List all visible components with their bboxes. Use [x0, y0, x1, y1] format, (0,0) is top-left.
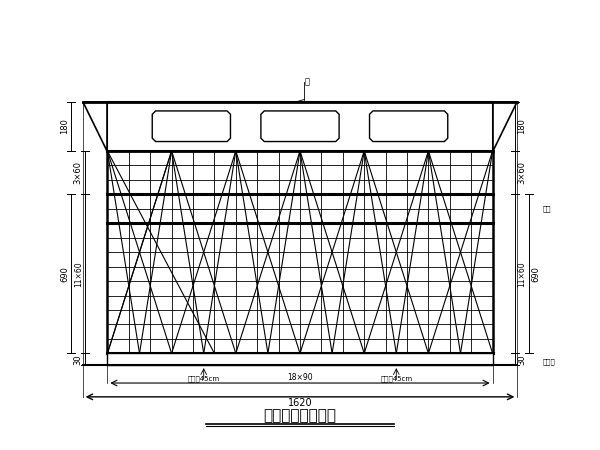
Text: 11×60: 11×60	[74, 261, 83, 287]
Bar	[107, 102, 493, 151]
Text: 桥: 桥	[305, 77, 310, 86]
Text: 30: 30	[517, 354, 526, 365]
Polygon shape	[370, 111, 448, 142]
Text: 3×60: 3×60	[74, 161, 83, 184]
Text: 扣板: 扣板	[543, 206, 551, 212]
Text: 砼出版: 砼出版	[543, 358, 556, 365]
Polygon shape	[152, 111, 230, 142]
Text: 横档距45cm: 横档距45cm	[188, 375, 220, 382]
Text: 18×90: 18×90	[287, 373, 313, 382]
Bar	[107, 353, 493, 365]
Text: 1620: 1620	[287, 398, 313, 408]
Polygon shape	[493, 102, 517, 151]
Text: 690: 690	[60, 266, 69, 282]
Text: 690: 690	[531, 266, 540, 282]
Polygon shape	[83, 102, 107, 151]
Text: 11×60: 11×60	[517, 261, 526, 287]
Text: 满堂支架横断面图: 满堂支架横断面图	[263, 408, 337, 423]
Text: 180: 180	[517, 118, 526, 134]
Polygon shape	[261, 111, 339, 142]
Text: 30: 30	[74, 354, 83, 365]
Text: 横档距45cm: 横档距45cm	[380, 375, 412, 382]
Text: 3×60: 3×60	[517, 161, 526, 184]
Text: 180: 180	[60, 118, 69, 134]
